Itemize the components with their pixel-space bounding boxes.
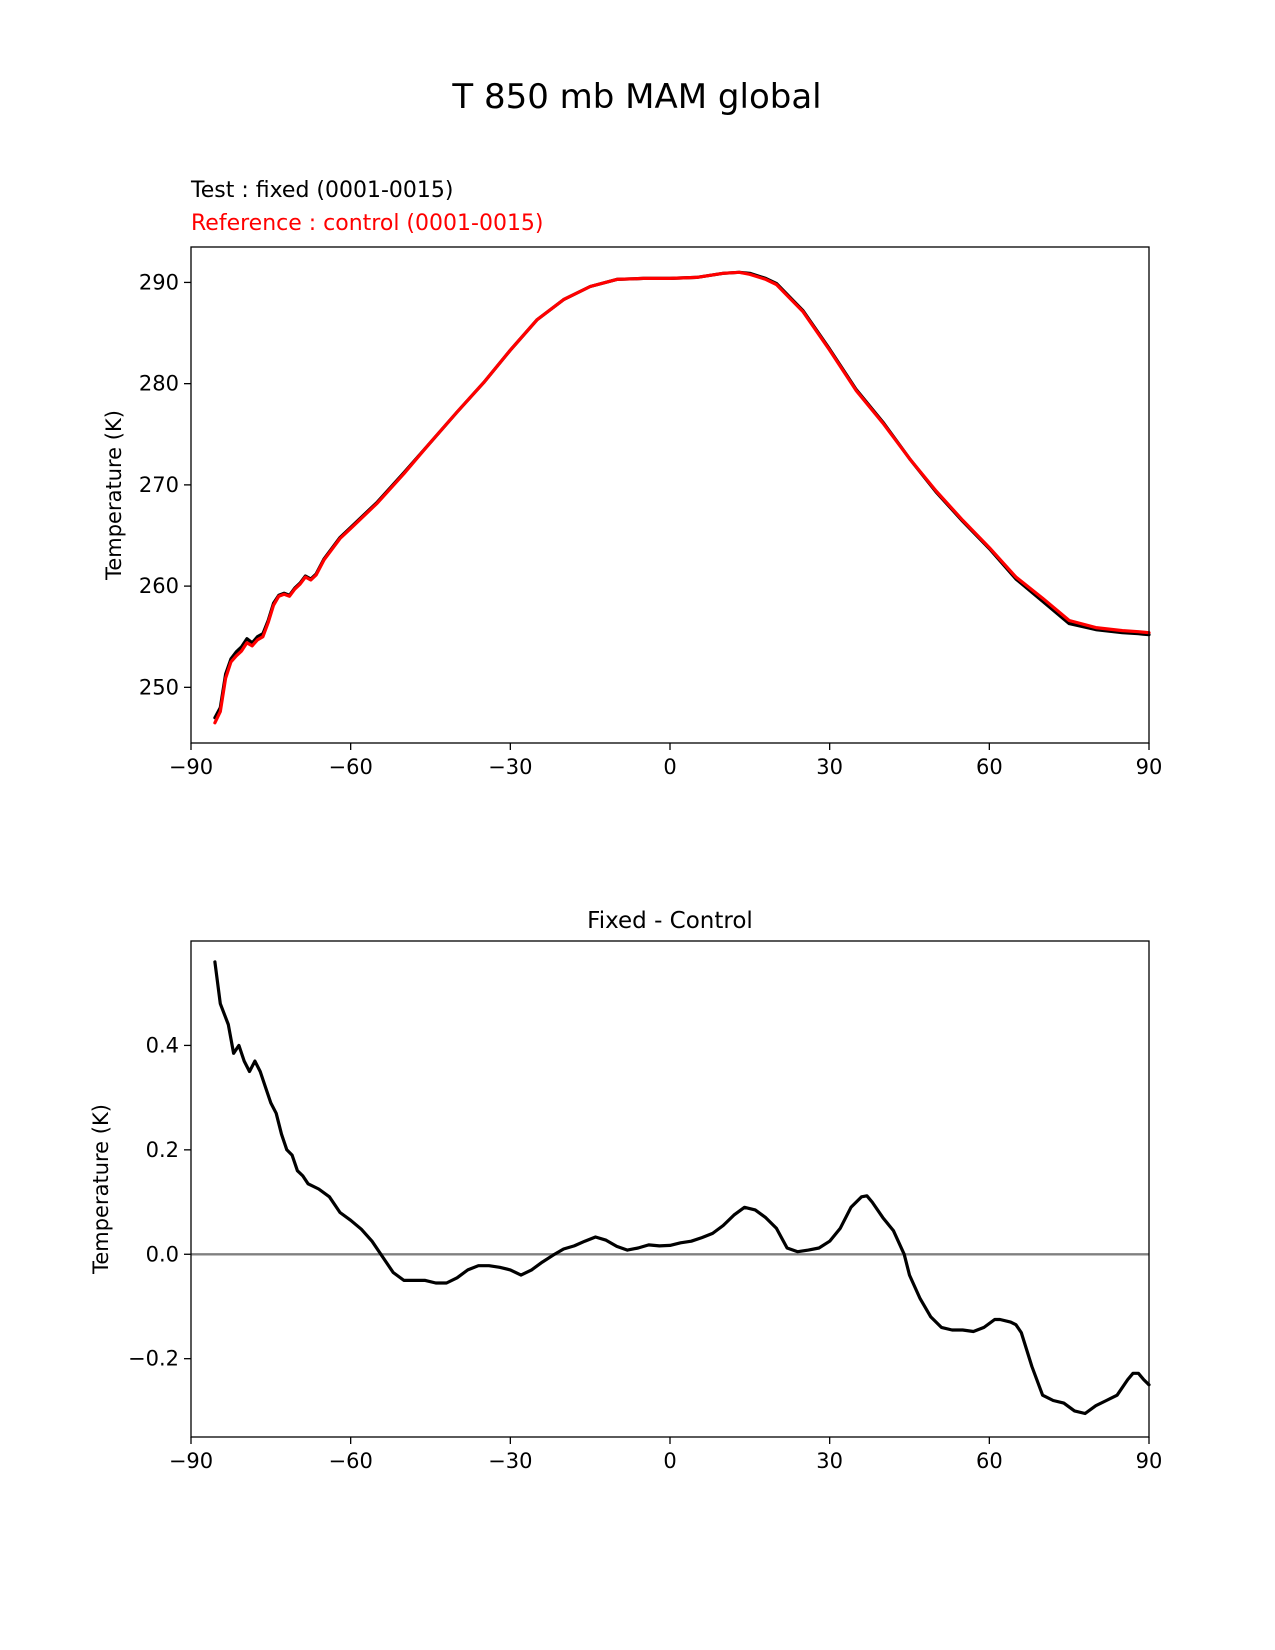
top-lines <box>213 270 1151 725</box>
test-label: Test : fixed (0001-0015) <box>190 178 454 203</box>
bottom-x-tick-label: 30 <box>816 1449 843 1473</box>
bottom-series-line-0 <box>213 960 1151 1416</box>
top-plot-frame <box>190 246 1150 744</box>
bottom-x-tick-label: 0 <box>663 1449 676 1473</box>
top-x-tick-label: 90 <box>1136 755 1163 779</box>
bottom-y-axis-label: Temperature (K) <box>89 1104 113 1275</box>
bottom-y-tick-label: 0.0 <box>146 1242 179 1266</box>
top-x-tick-label: −90 <box>169 755 213 779</box>
bottom-y-tick-label: 0.4 <box>146 1033 179 1057</box>
bottom-ticks: −90 −60 −30 0 30 60 90 −0.2 0.0 0.2 0.4 <box>128 1033 1162 1473</box>
reference-label: Reference : control (0001-0015) <box>191 211 544 236</box>
bottom-y-tick-label: −0.2 <box>128 1347 179 1371</box>
top-x-tick-label: 60 <box>976 755 1003 779</box>
bottom-x-tick-label: −90 <box>169 1449 213 1473</box>
top-y-tick-label: 250 <box>139 675 179 699</box>
bottom-line-chart: Fixed - Control −90 −60 −30 0 30 60 90 −0.2 0.0 0… <box>89 908 1162 1473</box>
top-y-tick-label: 270 <box>139 473 179 497</box>
bottom-x-tick-label: −60 <box>329 1449 373 1473</box>
top-series-line-1 <box>213 270 1151 725</box>
top-line-chart: Test : fixed (0001-0015) Reference : con… <box>102 178 1162 779</box>
top-series-line-0 <box>213 270 1151 720</box>
top-y-tick-label: 260 <box>139 574 179 598</box>
top-x-tick-label: −60 <box>329 755 373 779</box>
top-x-tick-label: 0 <box>663 755 676 779</box>
bottom-x-tick-label: −30 <box>488 1449 532 1473</box>
top-y-axis-label: Temperature (K) <box>102 410 126 581</box>
bottom-y-tick-label: 0.2 <box>146 1138 179 1162</box>
top-y-tick-label: 290 <box>139 270 179 294</box>
top-x-tick-label: 30 <box>816 755 843 779</box>
bottom-x-tick-label: 60 <box>976 1449 1003 1473</box>
bottom-x-tick-label: 90 <box>1136 1449 1163 1473</box>
figure-title: T 850 mb MAM global <box>451 77 821 117</box>
bottom-plot-frame <box>190 940 1150 1438</box>
top-y-tick-label: 280 <box>139 372 179 396</box>
top-ticks: −90 −60 −30 0 30 60 90 250 260 270 280 290 <box>139 270 1162 779</box>
top-x-tick-label: −30 <box>488 755 532 779</box>
bottom-lines <box>191 960 1151 1416</box>
bottom-panel-title: Fixed - Control <box>587 908 753 934</box>
